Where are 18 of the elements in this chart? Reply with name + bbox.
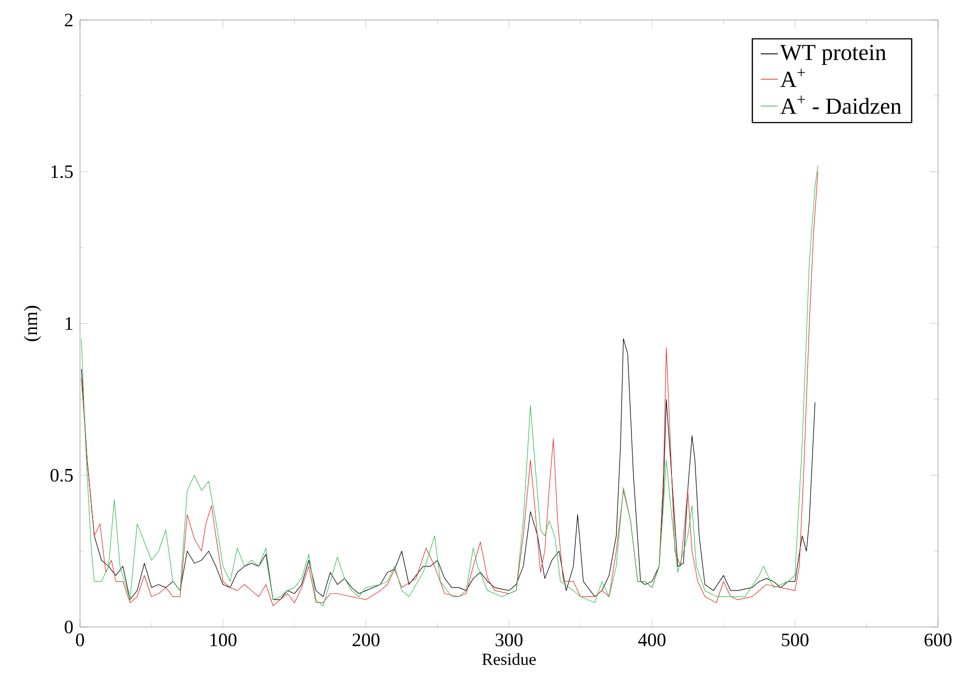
- y-tick-label: 0: [64, 620, 73, 634]
- x-tick-label: 400: [638, 634, 666, 646]
- y-tick-label: 1.5: [51, 165, 73, 178]
- y-tick-label: 1: [66, 317, 72, 330]
- x-tick-label: 300: [496, 634, 522, 646]
- y-tick-label: 2: [64, 14, 72, 26]
- x-tick-label: 200: [352, 634, 380, 646]
- y-tick-label: 0.5: [50, 468, 73, 482]
- x-tick-label: 100: [210, 634, 236, 646]
- x-tick-label: 600: [924, 634, 952, 646]
- x-axis-title: Residue: [482, 653, 536, 666]
- y-axis-title: (nm): [24, 306, 42, 342]
- x-tick-label: 0: [76, 634, 84, 646]
- legend-label: A$^{+}$: [780, 68, 805, 87]
- line-series: [81, 338, 816, 600]
- x-tick-label: 500: [782, 634, 808, 646]
- legend-label: A$^{+}$ - Daidzen: [780, 96, 902, 114]
- legend-label: WT protein: [780, 44, 886, 65]
